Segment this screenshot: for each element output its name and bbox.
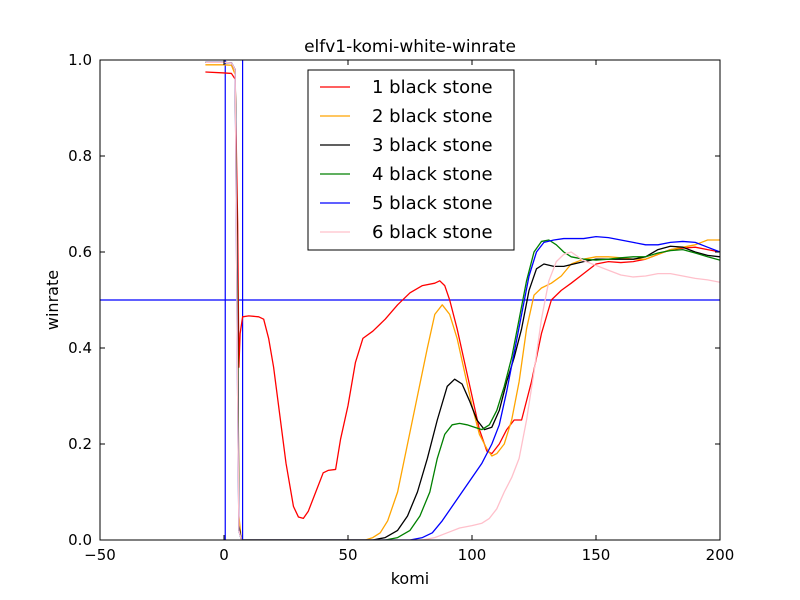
x-tick-label: 0 bbox=[219, 546, 229, 564]
legend-label-3: 3 black stone bbox=[372, 135, 493, 156]
x-axis-ticks: −50 0 50 100 150 200 bbox=[84, 60, 734, 564]
x-axis-label: komi bbox=[391, 569, 430, 588]
legend: 1 black stone 2 black stone 3 black stone 4… bbox=[307, 69, 515, 251]
x-tick-label: 150 bbox=[582, 546, 611, 564]
reference-lines bbox=[100, 60, 720, 540]
plot-frame bbox=[99, 59, 721, 541]
series-line-1 bbox=[205, 71, 720, 520]
y-tick-label: 0.4 bbox=[68, 339, 92, 357]
x-tick-label: 200 bbox=[706, 546, 735, 564]
series-line-3 bbox=[205, 61, 720, 540]
series-line-4 bbox=[205, 61, 720, 540]
legend-label-4: 4 black stone bbox=[372, 164, 493, 185]
legend-box bbox=[307, 69, 515, 251]
legend-label-5: 5 black stone bbox=[372, 193, 493, 214]
y-tick-label: 0.2 bbox=[68, 435, 92, 453]
y-tick-label: 0.6 bbox=[68, 243, 92, 261]
y-axis-ticks: 0.0 0.2 0.4 0.6 0.8 1.0 bbox=[68, 51, 720, 549]
x-tick-label: 50 bbox=[338, 546, 357, 564]
y-tick-label: 0.8 bbox=[68, 147, 92, 165]
series-lines bbox=[205, 61, 720, 540]
x-tick-label: 100 bbox=[458, 546, 487, 564]
series-line-2 bbox=[205, 64, 720, 540]
y-axis-label: winrate bbox=[43, 270, 62, 330]
x-tick-label: −50 bbox=[84, 546, 116, 564]
series-line-6 bbox=[205, 61, 720, 540]
y-tick-label: 0.0 bbox=[68, 531, 92, 549]
chart-title: elfv1-komi-white-winrate bbox=[304, 37, 516, 57]
legend-label-1: 1 black stone bbox=[372, 77, 493, 98]
legend-label-6: 6 black stone bbox=[372, 222, 493, 243]
legend-label-2: 2 black stone bbox=[372, 106, 493, 127]
y-tick-label: 1.0 bbox=[68, 51, 92, 69]
series-line-5 bbox=[205, 61, 720, 540]
